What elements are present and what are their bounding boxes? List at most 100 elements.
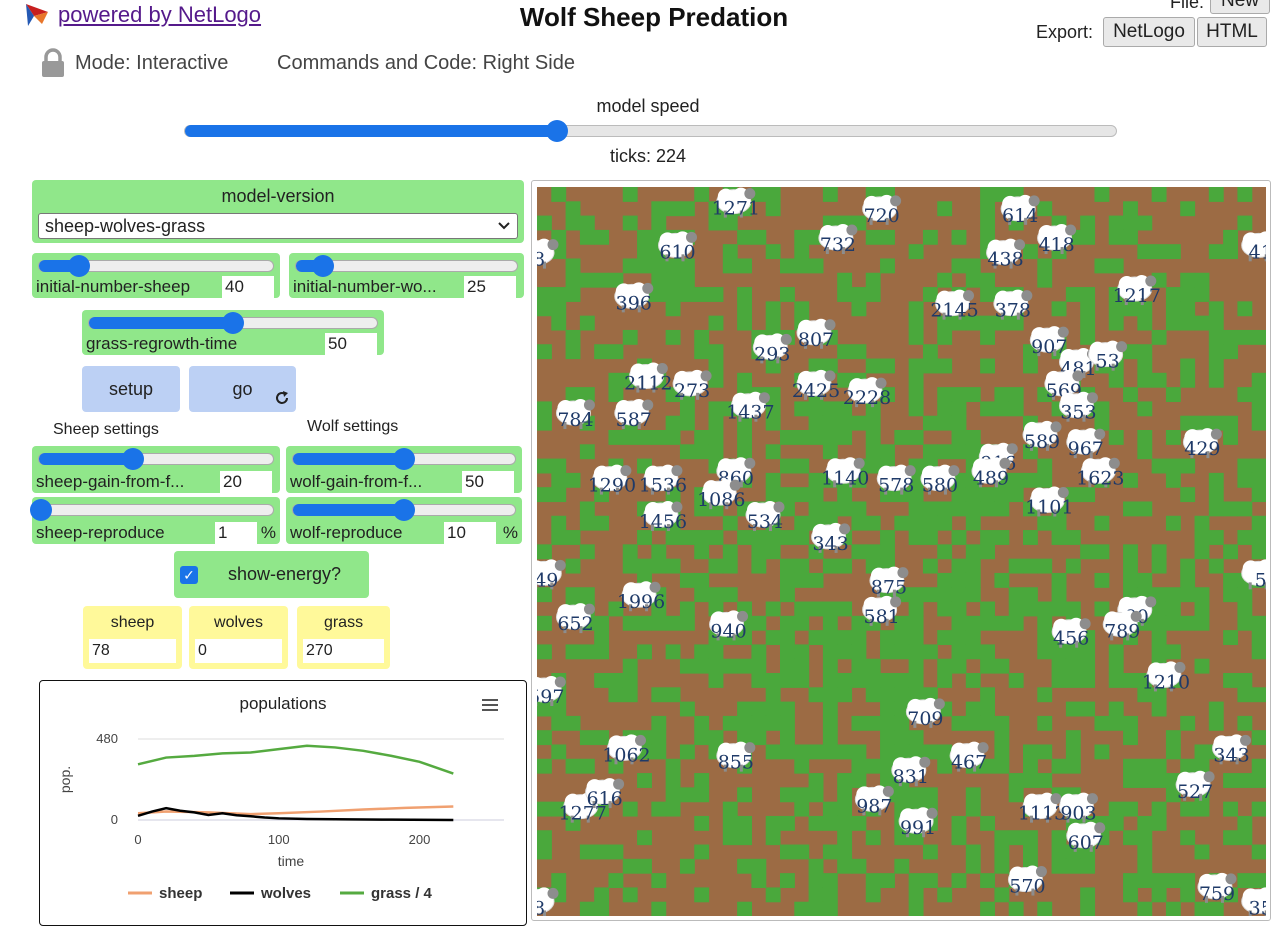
slider-track[interactable] — [292, 499, 516, 521]
sheep-agent[interactable]: 616 — [585, 778, 625, 810]
slider-track[interactable] — [38, 255, 274, 277]
sheep-agent[interactable]: 456 — [1051, 617, 1091, 650]
powered-by-netlogo-link[interactable]: powered by NetLogo — [24, 2, 261, 28]
slider-track[interactable] — [30, 499, 274, 521]
slider-value[interactable]: 10 — [444, 522, 496, 544]
slider-value[interactable]: 20 — [220, 471, 272, 493]
sheep-agent[interactable]: 1996 — [617, 581, 665, 613]
sheep-agent[interactable]: 49 — [537, 559, 566, 591]
sheep-agent[interactable]: 831 — [891, 756, 931, 788]
sheep-agent[interactable]: 903 — [1058, 792, 1098, 825]
sheep-agent[interactable]: 343 — [811, 522, 851, 555]
show-energy-switch[interactable]: ✓ show-energy? — [174, 551, 369, 598]
slider-thumb[interactable] — [222, 312, 244, 334]
sheep-agent[interactable]: 8 — [537, 238, 559, 271]
sheep-agent[interactable]: 578 — [876, 464, 916, 497]
sheep-agent[interactable]: 855 — [716, 741, 756, 774]
sheep-agent[interactable]: 940 — [709, 610, 749, 642]
sheep-agent[interactable]: 527 — [1175, 770, 1215, 803]
slider-track[interactable] — [88, 312, 378, 334]
slider-value[interactable]: 25 — [464, 276, 516, 298]
sheep-agent[interactable]: 438 — [986, 238, 1026, 271]
sheep-agent[interactable]: 614 — [1000, 194, 1040, 227]
lock-icon[interactable] — [40, 48, 66, 78]
sheep-agent[interactable]: 467 — [949, 741, 989, 774]
sheep-agent[interactable]: 273 — [672, 369, 712, 402]
go-button[interactable]: go — [189, 366, 296, 412]
model-speed-thumb[interactable] — [546, 120, 569, 142]
model-version-select[interactable]: sheep-wolves-grass — [38, 213, 518, 239]
sheep-agent[interactable]: 784 — [555, 398, 595, 431]
sheep-agent[interactable]: 2228 — [843, 377, 891, 409]
sheep-agent[interactable]: 732 — [818, 224, 858, 256]
sheep-reproduce-slider[interactable]: sheep-reproduce 1 % — [30, 497, 280, 544]
initial-number-sheep-slider[interactable]: initial-number-sheep 40 — [32, 253, 280, 298]
slider-value[interactable]: 40 — [222, 276, 274, 298]
sheep-agent[interactable]: 1086 — [697, 479, 745, 511]
sheep-agent[interactable]: 610 — [658, 231, 698, 263]
sheep-agent[interactable]: 2425 — [792, 369, 840, 402]
slider-track[interactable] — [292, 448, 516, 470]
sheep-agent[interactable]: 1271 — [712, 187, 760, 220]
sheep-agent[interactable]: 2112 — [624, 362, 673, 395]
sheep-agent[interactable]: 570 — [1007, 865, 1047, 898]
sheep-agent[interactable]: 581 — [862, 595, 902, 628]
sheep-agent[interactable]: 396 — [614, 282, 654, 314]
sheep-agent[interactable]: 607 — [1066, 821, 1106, 854]
slider-thumb[interactable] — [121, 448, 144, 470]
sheep-agent[interactable]: 1062 — [602, 734, 651, 766]
sheep-agent[interactable]: 987 — [854, 785, 894, 817]
world-canvas[interactable]: 1271 720 614 8 610 732 438 418 41 396 2145 378 1217 2… — [537, 187, 1266, 916]
sheep-agent[interactable]: 1140 — [821, 457, 869, 489]
slider-value[interactable]: 50 — [462, 471, 514, 493]
world-view[interactable]: 1271 720 614 8 610 732 438 418 41 396 2145 378 1217 2… — [531, 180, 1271, 921]
commands-code-toggle[interactable]: Commands and Code: Right Side — [277, 52, 575, 74]
sheep-agent[interactable]: 489 — [971, 457, 1011, 489]
sheep-agent[interactable]: 789 — [1102, 610, 1142, 642]
wolf-gain-from-food-slider[interactable]: wolf-gain-from-f... 50 — [286, 446, 522, 493]
sheep-agent[interactable]: 569 — [1044, 369, 1084, 402]
initial-number-wolves-slider[interactable]: initial-number-wo... 25 — [289, 253, 524, 298]
sheep-agent[interactable]: 652 — [555, 603, 595, 635]
sheep-agent[interactable]: 8 — [537, 887, 559, 916]
legend-label[interactable]: wolves — [260, 885, 311, 902]
sheep-agent[interactable]: 1217 — [1113, 275, 1161, 307]
sheep-agent[interactable]: 534 — [745, 501, 785, 533]
sheep-agent[interactable]: 587 — [614, 398, 654, 431]
model-speed-slider[interactable] — [184, 120, 1117, 142]
legend-label[interactable]: grass / 4 — [371, 885, 433, 902]
sheep-agent[interactable]: 293 — [752, 333, 792, 365]
show-energy-checkbox[interactable]: ✓ — [180, 566, 198, 584]
sheep-agent[interactable]: 1290 — [588, 464, 636, 497]
slider-track[interactable] — [38, 448, 274, 470]
slider-value[interactable]: 1 — [215, 522, 257, 544]
sheep-agent[interactable]: 378 — [993, 289, 1033, 322]
sheep-agent[interactable]: 41 — [1241, 231, 1266, 263]
sheep-agent[interactable]: 353 — [1058, 391, 1098, 424]
sheep-agent[interactable]: 418 — [1037, 224, 1077, 256]
powered-by-text[interactable]: powered by NetLogo — [58, 2, 262, 27]
slider-value[interactable]: 50 — [325, 333, 377, 355]
sheep-agent[interactable]: 1623 — [1076, 457, 1125, 489]
sheep-agent[interactable]: 1113 — [1018, 792, 1066, 825]
sheep-agent[interactable]: 2145 — [930, 289, 979, 322]
sheep-agent[interactable]: 807 — [796, 318, 836, 351]
sheep-agent[interactable]: 1210 — [1142, 661, 1190, 693]
slider-track[interactable] — [295, 255, 518, 277]
sheep-agent[interactable]: 907 — [1029, 326, 1069, 358]
sheep-agent[interactable]: 35 — [1241, 887, 1266, 916]
slider-thumb[interactable] — [311, 255, 334, 277]
legend-label[interactable]: sheep — [159, 885, 202, 902]
sheep-agent[interactable]: 1456 — [639, 501, 687, 533]
mode-label[interactable]: Mode: Interactive — [75, 52, 229, 74]
sheep-agent[interactable]: 53 — [1088, 340, 1128, 373]
sheep-agent[interactable]: 875 — [869, 566, 909, 599]
slider-thumb[interactable] — [67, 255, 90, 277]
model-version-chooser[interactable]: model-version sheep-wolves-grass — [32, 180, 524, 243]
sheep-agent[interactable]: 991 — [898, 807, 938, 839]
sheep-gain-from-food-slider[interactable]: sheep-gain-from-f... 20 — [32, 446, 280, 493]
wolf-reproduce-slider[interactable]: wolf-reproduce 10 % — [286, 497, 522, 544]
sheep-agent[interactable]: 429 — [1182, 428, 1222, 460]
sheep-agent[interactable]: 709 — [905, 697, 945, 730]
sheep-agent[interactable]: 1536 — [639, 464, 687, 497]
